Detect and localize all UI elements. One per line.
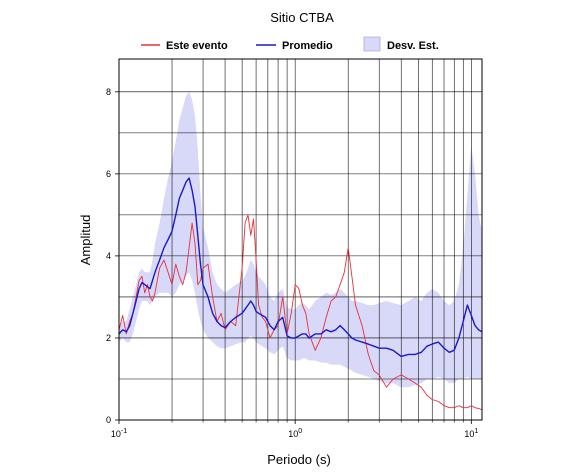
y-tick-label: 8	[106, 87, 111, 97]
chart-title: Sitio CTBA	[270, 10, 334, 25]
y-tick-label: 2	[106, 333, 111, 343]
x-axis-label: Periodo (s)	[267, 452, 331, 467]
plot-area: 0 2 4 6 8 10-1 100 101	[106, 58, 483, 439]
y-axis-label: Amplitud	[78, 215, 93, 266]
mean-curve	[118, 177, 483, 358]
plot-frame	[118, 58, 483, 421]
legend-label-mean: Promedio	[282, 40, 333, 52]
legend-swatch-band	[363, 36, 381, 52]
event-curve	[118, 214, 483, 411]
x-tick-label: 10-1	[111, 428, 127, 439]
legend-label-event: Este evento	[166, 40, 228, 52]
legend-label-band: Desv. Est.	[387, 40, 439, 52]
y-tick-label: 0	[106, 415, 111, 425]
x-tick-label: 101	[464, 428, 478, 439]
legend: Este evento Promedio Desv. Est.	[141, 36, 439, 52]
y-tick-label: 4	[106, 251, 111, 261]
std-band-area	[119, 91, 482, 388]
y-tick-label: 6	[106, 169, 111, 179]
x-tick-label: 100	[288, 428, 302, 439]
